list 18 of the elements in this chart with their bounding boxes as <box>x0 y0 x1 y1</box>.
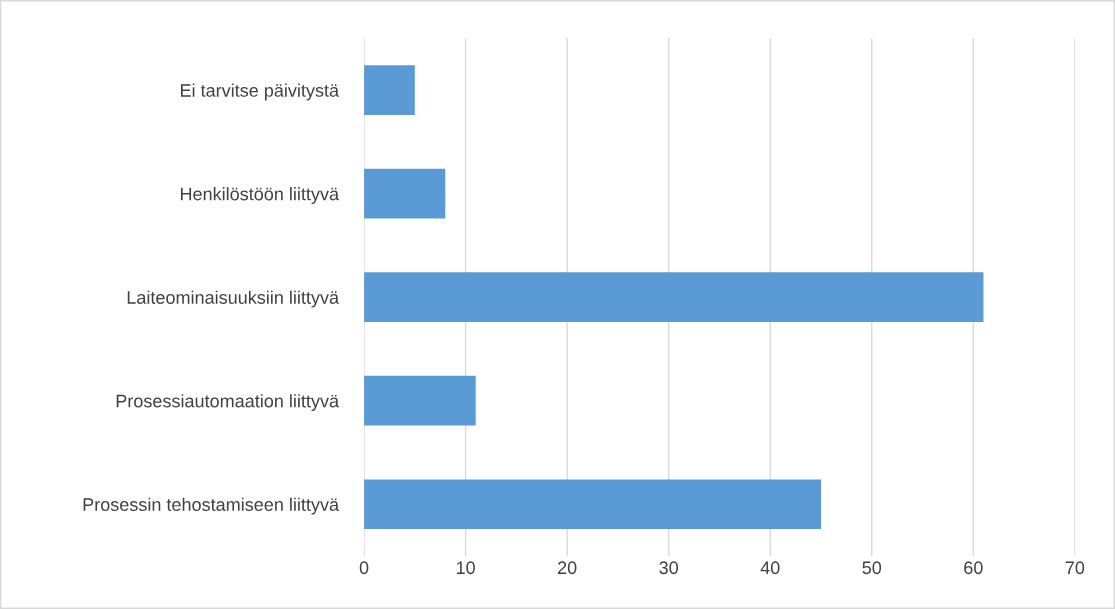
bar <box>364 65 415 115</box>
x-tick-label: 70 <box>1065 561 1085 575</box>
bar <box>364 272 984 323</box>
x-tick-label: 0 <box>359 561 369 575</box>
bar <box>364 375 476 426</box>
x-tick-label: 50 <box>862 561 882 575</box>
x-tick-label: 30 <box>659 561 679 575</box>
bar <box>364 168 446 219</box>
y-tick-label: Laiteominaisuuksiin liittyvä <box>127 290 340 308</box>
x-tick-label: 60 <box>964 561 983 575</box>
x-tick-label: 40 <box>760 561 780 575</box>
y-tick-label: Henkilöstöön liittyvä <box>180 187 340 204</box>
x-tick-label: 10 <box>456 561 475 575</box>
bar <box>364 479 821 530</box>
x-tick-label: 20 <box>558 561 577 575</box>
y-tick-label: Prosessiautomaation liittyvä <box>116 394 340 412</box>
y-tick-label: Prosessin tehostamiseen liittyvä <box>83 497 340 515</box>
y-tick-label: Ei tarvitse päivitystä <box>180 83 340 101</box>
